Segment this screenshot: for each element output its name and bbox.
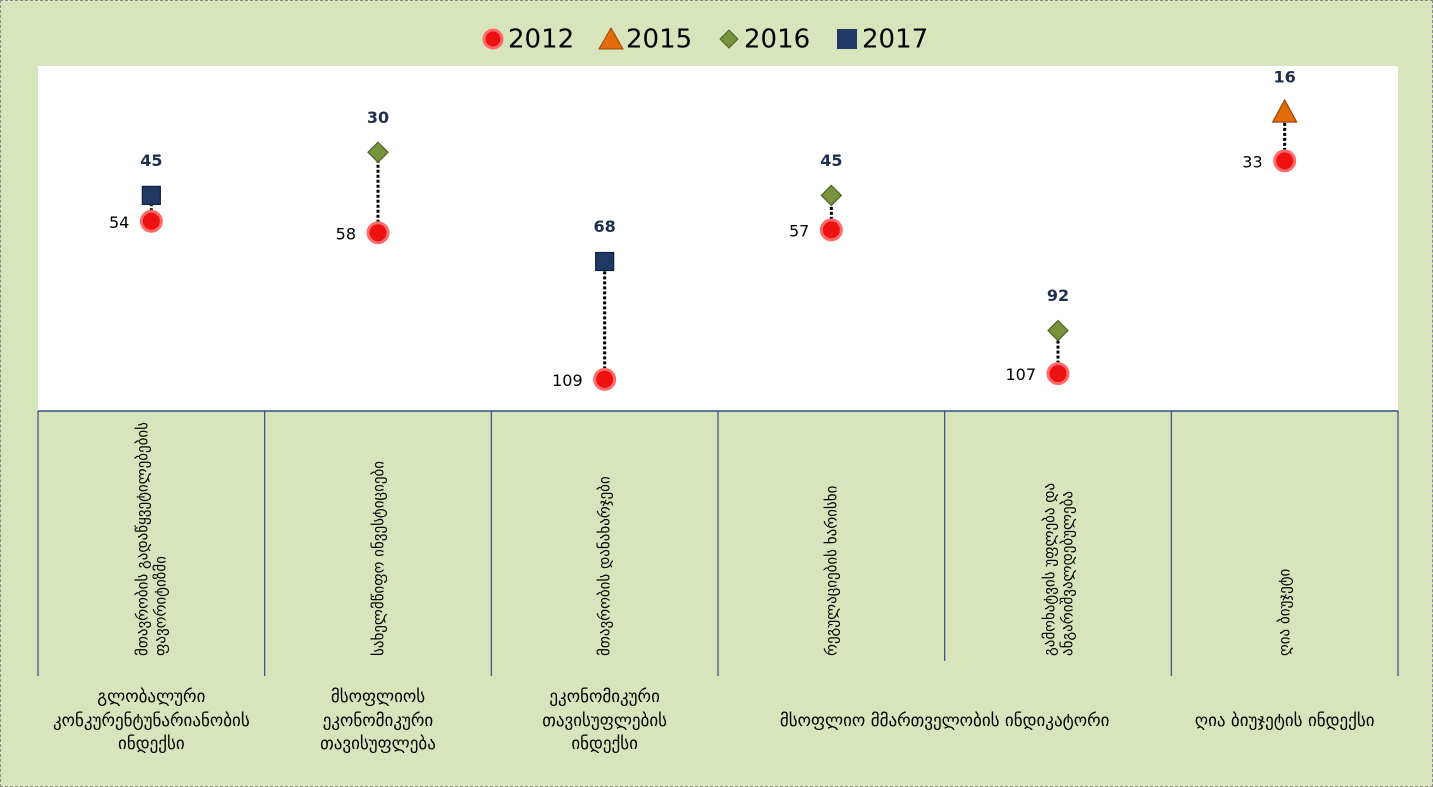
marker-circle (1046, 362, 1070, 386)
marker-square (141, 185, 161, 205)
legend-label: 2012 (508, 25, 574, 55)
marker-circle (366, 221, 390, 245)
category-label: გამოხატვის უფლება და ანგარიშვალდებულება (1039, 482, 1076, 656)
group-label: გლობალური კონკურენტუნარიანობის ინდექსი (52, 686, 250, 755)
marker-circle (1273, 149, 1297, 173)
category-label: რეგულაციების ხარისხი (822, 485, 841, 656)
legend-marker (837, 29, 857, 49)
category-label: ღია ბიუჯეტი (1275, 568, 1294, 656)
data-label: 16 (1274, 68, 1296, 87)
category-label: მთავრობის დანახარჯები (595, 476, 614, 656)
legend-marker (719, 29, 739, 49)
marker-circle (819, 218, 843, 242)
group-label: ღია ბიუჯეტის ინდექსი (1194, 710, 1375, 731)
group-label: მსოფლიოს ეკონომიკური თავისუფლება (320, 686, 436, 755)
marker-diamond (820, 184, 843, 207)
legend-label: 2017 (862, 25, 928, 55)
marker-square (595, 251, 615, 272)
group-label: მსოფლიო მმართველობის ინდიკატორი (779, 710, 1110, 731)
data-label: 109 (552, 371, 583, 390)
category-label: სახელმწიფო ინვესტიციები (368, 461, 387, 656)
data-label: 92 (1047, 286, 1069, 305)
data-label: 57 (789, 221, 809, 240)
legend-marker (598, 26, 624, 50)
data-label: 68 (594, 217, 616, 236)
marker-circle (139, 209, 163, 233)
data-label: 54 (109, 213, 129, 232)
legend-marker (482, 28, 504, 50)
legend-label: 2015 (626, 25, 692, 55)
plot-area (38, 66, 1398, 411)
data-label: 30 (367, 108, 389, 127)
legend-label: 2016 (744, 25, 810, 55)
category-label: მთავრობის გადაწყვეტილებების ფავორიტიზმი (133, 422, 170, 656)
data-label: 58 (336, 224, 356, 243)
marker-triangle (1271, 98, 1298, 123)
group-label: ეკონომიკური თავისუფლების ინდექსი (542, 686, 668, 755)
data-label: 45 (140, 151, 162, 170)
marker-diamond (1047, 319, 1069, 342)
data-label: 33 (1242, 152, 1262, 171)
marker-diamond (367, 141, 389, 164)
marker-circle (593, 367, 617, 391)
data-label: 45 (820, 151, 842, 170)
data-label: 107 (1005, 365, 1036, 384)
